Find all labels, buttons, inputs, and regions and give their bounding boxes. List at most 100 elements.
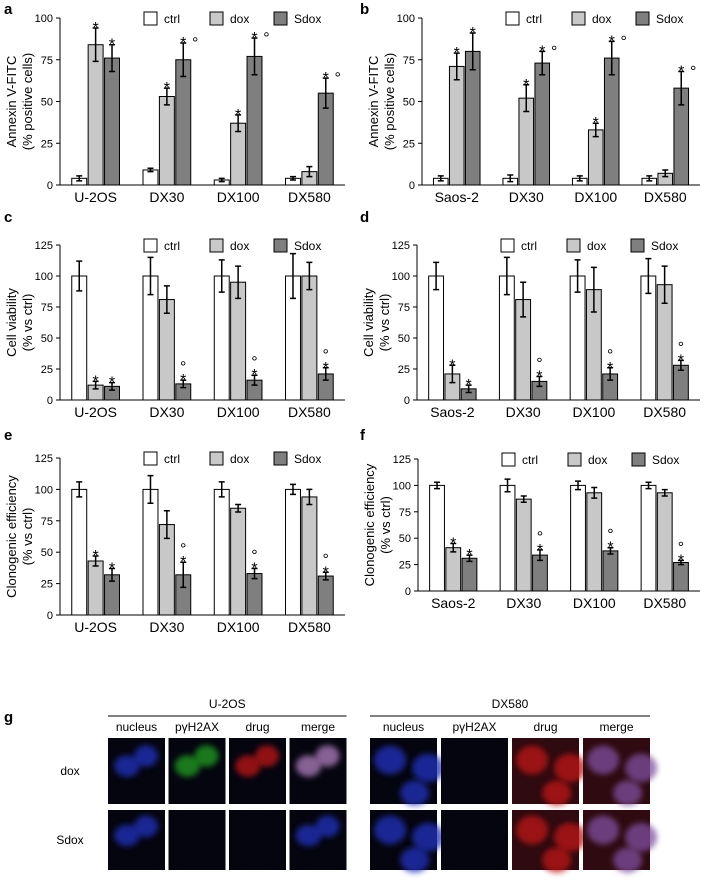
error-bar — [289, 252, 296, 300]
bar — [71, 275, 88, 401]
y-tick-label: 25 — [41, 138, 53, 150]
nucleus-signal — [315, 815, 340, 838]
nucleus-signal — [542, 847, 572, 873]
bar — [301, 275, 318, 401]
legend-swatch — [501, 452, 516, 467]
x-tick-label: DX30 — [149, 189, 184, 205]
y-tick-label: 75 — [41, 302, 53, 314]
nucleus-signal — [295, 755, 322, 777]
y-tick-label: 0 — [409, 180, 415, 192]
nucleus-signal — [613, 847, 643, 873]
legend-swatch — [505, 11, 520, 26]
legend-label: dox — [587, 239, 606, 253]
y-tick-label: 50 — [41, 333, 53, 345]
error-bar — [645, 257, 652, 295]
row-label: Sdox — [56, 833, 83, 847]
error-bar — [536, 375, 543, 388]
bar — [246, 573, 263, 616]
y-tick-label: 25 — [41, 364, 53, 376]
error-bar — [306, 165, 313, 178]
x-tick-label: DX580 — [288, 189, 331, 205]
error-bar — [504, 478, 511, 493]
error-bar — [163, 285, 170, 314]
error-bar — [661, 488, 668, 497]
error-bar — [180, 561, 187, 589]
y-tick-label: 0 — [47, 180, 53, 192]
y-tick-label: 75 — [403, 55, 415, 67]
y-axis-label: (% positive cells) — [382, 53, 397, 151]
micrograph — [441, 738, 508, 804]
error-bar — [235, 114, 242, 133]
y-tick-label: 125 — [392, 240, 410, 252]
error-bar — [539, 50, 546, 76]
nucleus-signal — [374, 815, 407, 845]
legend-label: ctrl — [164, 452, 180, 466]
nucleus-signal — [625, 753, 658, 783]
error-bar — [306, 261, 313, 291]
column-label: merge — [301, 720, 335, 734]
legend-label: dox — [230, 12, 249, 26]
significance-mark: ° — [690, 63, 696, 80]
x-tick-label: DX580 — [643, 404, 686, 420]
legend-swatch — [571, 11, 586, 26]
nucleus-signal — [255, 745, 279, 767]
bar — [499, 484, 516, 592]
significance-mark: * — [593, 115, 599, 132]
nucleus-signal — [315, 745, 340, 767]
row-label: dox — [60, 764, 79, 778]
significance-mark: ° — [537, 529, 543, 546]
y-tick-label: 100 — [393, 480, 411, 492]
significance-mark: ° — [607, 527, 613, 544]
error-bar — [92, 380, 99, 390]
nucleus-signal — [587, 745, 620, 775]
nucleus-signal — [554, 753, 587, 783]
bar — [602, 550, 619, 592]
column-label: pγH2AX — [452, 720, 496, 734]
column-label: nucleus — [116, 720, 157, 734]
x-tick-label: DX30 — [506, 595, 541, 611]
panel-label: e — [4, 427, 12, 444]
y-tick-label: 50 — [403, 97, 415, 109]
significance-mark: * — [180, 554, 186, 571]
legend-label: Sdox — [651, 239, 678, 253]
nucleus-signal — [412, 753, 445, 783]
error-bar — [289, 483, 296, 496]
error-bar — [235, 503, 242, 513]
error-bar — [677, 359, 684, 371]
significance-mark: * — [109, 375, 115, 392]
y-tick-label: 125 — [35, 453, 53, 465]
y-axis-label: Clonogenic efficiency — [362, 463, 377, 586]
bar — [175, 59, 192, 186]
significance-mark: * — [536, 368, 542, 385]
significance-mark: ° — [323, 347, 329, 364]
x-tick-label: DX100 — [574, 189, 617, 205]
legend-swatch — [143, 451, 158, 466]
error-bar — [109, 567, 116, 582]
y-tick-label: 75 — [399, 507, 411, 519]
panel-label: a — [4, 1, 13, 18]
significance-mark: ° — [607, 347, 613, 364]
error-bar — [218, 177, 225, 183]
error-bar — [608, 40, 615, 76]
nucleus-signal — [134, 745, 158, 767]
panel-label: c — [4, 209, 12, 226]
y-tick-label: 125 — [393, 454, 411, 466]
x-tick-label: Saos-2 — [430, 404, 475, 420]
bar — [230, 122, 247, 186]
legend-swatch — [209, 238, 224, 253]
error-bar — [607, 546, 614, 555]
error-bar — [574, 259, 581, 293]
error-bar — [251, 374, 258, 386]
y-axis-label: (% positive cells) — [20, 53, 35, 151]
significance-mark: * — [607, 540, 613, 557]
nucleus-signal — [516, 745, 549, 775]
error-bar — [590, 266, 597, 313]
significance-mark: * — [180, 35, 186, 52]
significance-mark: * — [537, 542, 543, 559]
y-axis-label: Cell viability — [4, 288, 19, 357]
nucleus-signal — [194, 745, 219, 767]
error-bar — [76, 481, 83, 498]
significance-mark: * — [93, 548, 99, 565]
bar — [586, 492, 603, 592]
